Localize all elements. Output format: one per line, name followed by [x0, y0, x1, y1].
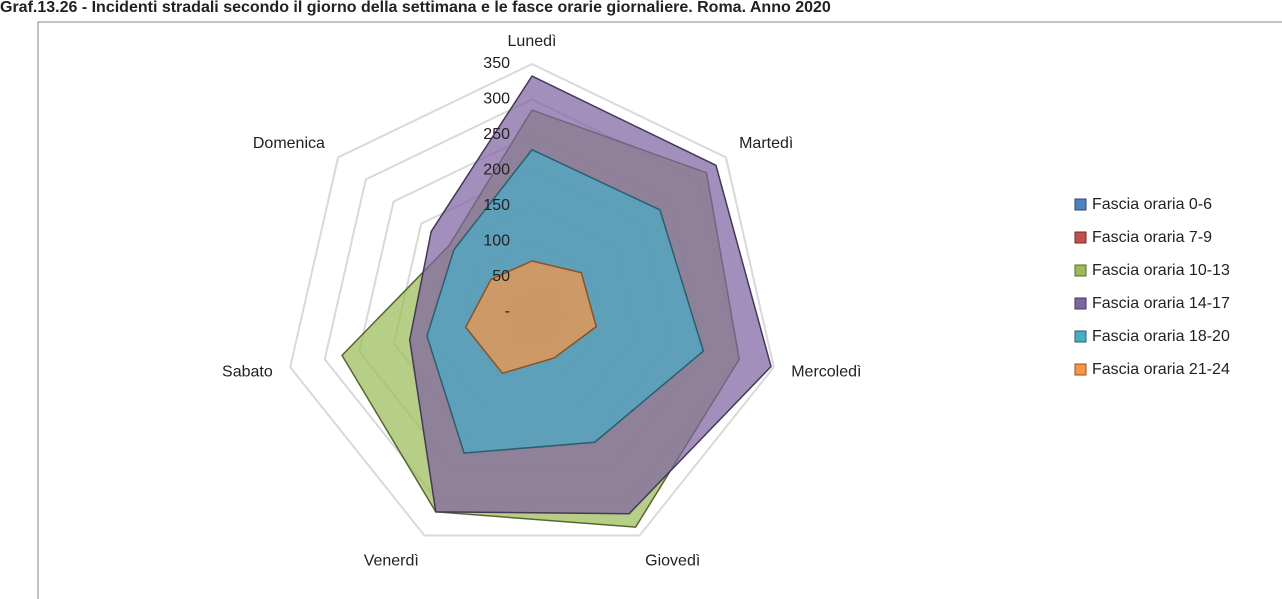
- tick-label: 300: [483, 91, 510, 108]
- legend-swatch: [1074, 231, 1087, 244]
- tick-label: -: [505, 303, 510, 320]
- legend-swatch: [1074, 198, 1087, 211]
- series-area: [464, 260, 598, 375]
- category-label: Mercoledì: [791, 363, 861, 380]
- tick-label: 250: [483, 126, 510, 143]
- legend-label: Fascia oraria 14-17: [1092, 295, 1230, 312]
- legend-label: Fascia oraria 10-13: [1092, 262, 1230, 279]
- legend-label: Fascia oraria 0-6: [1092, 196, 1212, 213]
- tick-label: 150: [483, 197, 510, 214]
- legend-swatch: [1074, 363, 1087, 376]
- grid-ring: [289, 62, 775, 537]
- category-label: Giovedì: [645, 552, 700, 569]
- legend-swatch: [1074, 330, 1087, 343]
- legend-swatch: [1074, 264, 1087, 277]
- category-label: Domenica: [253, 135, 325, 152]
- chart-title: Graf.13.26 - Incidenti stradali secondo …: [0, 0, 831, 16]
- category-label: Martedì: [739, 135, 793, 152]
- tick-label: 50: [492, 268, 510, 285]
- legend-label: Fascia oraria 18-20: [1092, 328, 1230, 345]
- legend-label: Fascia oraria 21-24: [1092, 361, 1230, 378]
- tick-label: 200: [483, 162, 510, 179]
- tick-label: 350: [483, 55, 510, 72]
- category-label: Sabato: [222, 363, 273, 380]
- legend-swatch: [1074, 297, 1087, 310]
- tick-label: 100: [483, 232, 510, 249]
- legend-label: Fascia oraria 7-9: [1092, 229, 1212, 246]
- category-label: Lunedì: [508, 33, 557, 50]
- category-label: Venerdì: [364, 552, 419, 569]
